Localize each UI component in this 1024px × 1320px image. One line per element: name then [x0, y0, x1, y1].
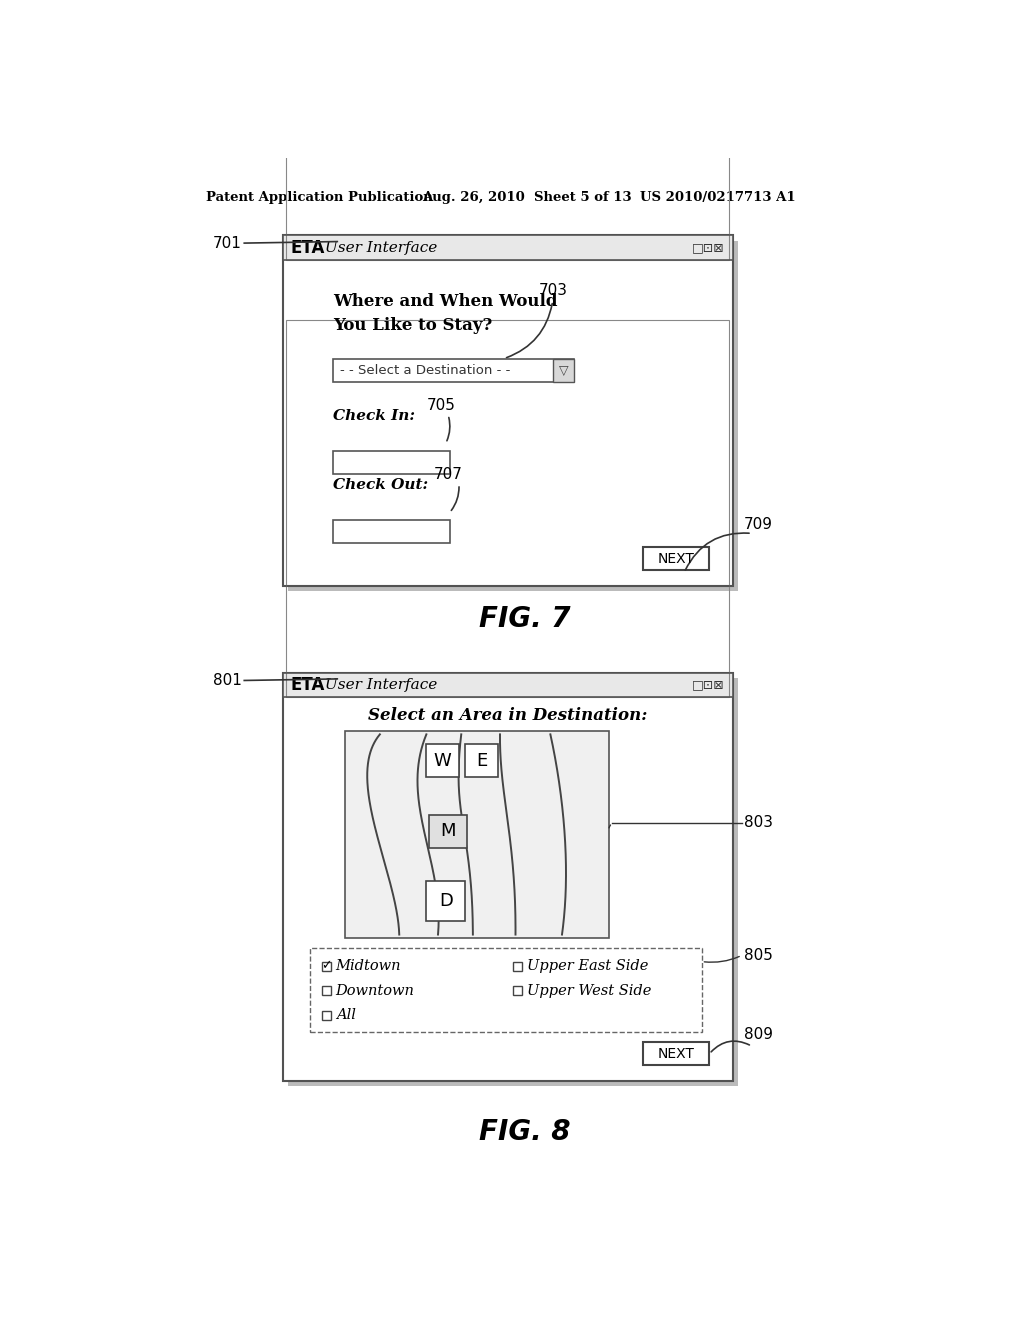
- Text: 707: 707: [434, 467, 463, 482]
- Text: ETA: ETA: [291, 239, 326, 256]
- Text: 701: 701: [213, 235, 242, 251]
- Bar: [286, 0, 729, 260]
- Bar: [429, 816, 467, 847]
- Text: FIG. 7: FIG. 7: [479, 605, 570, 632]
- Bar: [643, 548, 710, 570]
- Bar: [322, 961, 331, 970]
- Text: - - Select a Destination - -: - - Select a Destination - -: [340, 363, 510, 376]
- Text: User Interface: User Interface: [321, 678, 437, 692]
- Bar: [283, 235, 732, 586]
- Bar: [426, 744, 459, 776]
- Text: M: M: [440, 822, 456, 841]
- Text: □⊡⊠: □⊡⊠: [692, 678, 725, 692]
- Text: User Interface: User Interface: [321, 240, 437, 255]
- FancyArrowPatch shape: [705, 957, 739, 962]
- Bar: [513, 986, 522, 995]
- Text: □⊡⊠: □⊡⊠: [692, 242, 725, 255]
- Bar: [283, 673, 732, 697]
- Text: Aug. 26, 2010  Sheet 5 of 13: Aug. 26, 2010 Sheet 5 of 13: [423, 191, 632, 203]
- Text: Downtown: Downtown: [336, 983, 415, 998]
- Bar: [322, 1011, 331, 1020]
- Text: US 2010/0217713 A1: US 2010/0217713 A1: [640, 191, 795, 203]
- Text: 705: 705: [426, 399, 456, 413]
- Text: ETA: ETA: [291, 676, 326, 694]
- Text: Check Out:: Check Out:: [334, 478, 428, 492]
- Text: 709: 709: [744, 516, 773, 532]
- Bar: [289, 678, 738, 1086]
- Text: NEXT: NEXT: [657, 1047, 694, 1061]
- Bar: [283, 235, 732, 260]
- Text: ✓: ✓: [322, 960, 332, 973]
- Text: Check In:: Check In:: [334, 409, 416, 422]
- Bar: [334, 451, 450, 474]
- Text: FIG. 8: FIG. 8: [479, 1118, 570, 1147]
- Bar: [334, 520, 450, 544]
- Bar: [643, 1043, 710, 1065]
- Text: Where and When Would
You Like to Stay?: Where and When Would You Like to Stay?: [334, 293, 558, 334]
- Bar: [345, 730, 608, 939]
- Bar: [283, 673, 732, 1081]
- Text: 809: 809: [744, 1027, 773, 1043]
- FancyArrowPatch shape: [609, 825, 610, 828]
- Text: Upper East Side: Upper East Side: [527, 960, 648, 973]
- Bar: [334, 359, 573, 381]
- Text: 805: 805: [744, 948, 773, 962]
- Bar: [286, 321, 729, 697]
- Text: All: All: [336, 1008, 355, 1023]
- FancyArrowPatch shape: [507, 304, 552, 358]
- Text: W: W: [434, 751, 452, 770]
- FancyArrowPatch shape: [446, 417, 450, 441]
- Text: 801: 801: [213, 673, 242, 688]
- FancyArrowPatch shape: [452, 487, 459, 511]
- Text: 803: 803: [744, 816, 773, 830]
- Bar: [554, 359, 573, 381]
- Text: Upper West Side: Upper West Side: [527, 983, 651, 998]
- Bar: [513, 961, 522, 970]
- Bar: [310, 948, 701, 1032]
- Text: NEXT: NEXT: [657, 552, 694, 566]
- Text: 703: 703: [539, 284, 567, 298]
- Text: D: D: [439, 892, 453, 909]
- FancyArrowPatch shape: [711, 1041, 750, 1052]
- FancyArrowPatch shape: [685, 533, 750, 570]
- Text: Midtown: Midtown: [336, 960, 401, 973]
- Bar: [426, 880, 465, 921]
- Bar: [289, 240, 738, 591]
- Text: E: E: [476, 751, 487, 770]
- Bar: [465, 744, 498, 776]
- Text: ▽: ▽: [559, 363, 568, 376]
- Text: Select an Area in Destination:: Select an Area in Destination:: [368, 706, 647, 723]
- Text: Patent Application Publication: Patent Application Publication: [206, 191, 432, 203]
- Bar: [322, 986, 331, 995]
